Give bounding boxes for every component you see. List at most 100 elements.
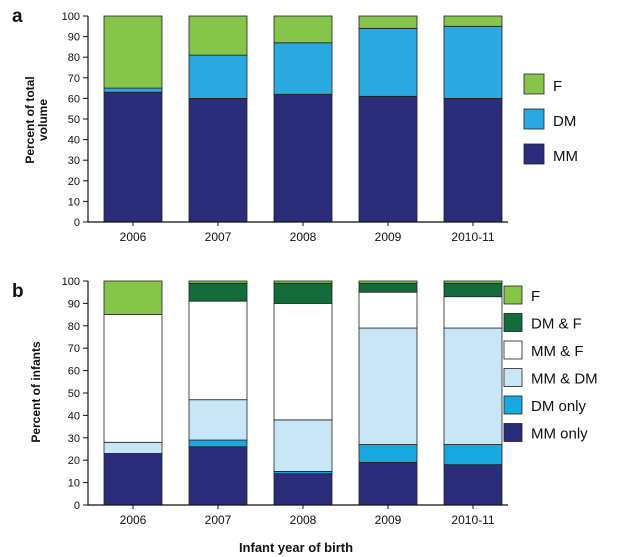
b-bar-dm-only-2007 [188, 439, 248, 448]
b-bar-f-2006 [103, 280, 163, 315]
a-legend-swatch [523, 143, 545, 165]
b-bar-mm-dm-2008 [273, 419, 333, 472]
a-y-axis-label-line: volume [36, 99, 50, 141]
b-bar-dm-only-2009 [358, 444, 418, 463]
b-bar-f-2009 [358, 280, 418, 284]
b-y-tick-label: 40 [68, 410, 80, 422]
b-x-tick-label: 2009 [375, 513, 402, 527]
b-y-tick-label: 100 [62, 276, 80, 288]
b-bar-f-2008 [273, 280, 333, 284]
b-bar-mm-f-2007 [188, 300, 248, 401]
b-bar-f-2007 [188, 280, 248, 284]
b-bar-mm-f-2006 [103, 314, 163, 443]
a-y-tick-label: 30 [68, 155, 80, 167]
a-bar-f-2009 [358, 15, 418, 29]
a-x-tick-label: 2007 [205, 230, 232, 244]
b-y-tick-label: 50 [68, 388, 80, 400]
panel-b-axes [87, 281, 508, 506]
a-bar-mm-2010-11 [443, 98, 503, 223]
a-y-tick-label: 70 [68, 73, 80, 85]
b-x-tick-label: 2006 [120, 513, 147, 527]
x-axis-label: Infant year of birth [239, 540, 353, 555]
a-legend-swatch [523, 73, 545, 95]
a-x-tick-label: 2010-11 [451, 230, 494, 244]
a-bar-mm-2008 [273, 93, 333, 223]
b-bar-mm-f-2009 [358, 291, 418, 329]
panel-a-legend: F DM MM [523, 73, 578, 165]
a-bar-dm-2007 [188, 54, 248, 99]
b-legend-swatch [503, 368, 523, 387]
a-y-tick-label: 100 [62, 11, 80, 23]
b-x-tick-label: 2008 [290, 513, 317, 527]
b-y-tick-label: 30 [68, 433, 80, 445]
b-bar-mm-only-2007 [188, 446, 248, 506]
panel-b-y-axis-label: Percent of infants [29, 341, 43, 443]
a-legend-label: F [553, 78, 562, 95]
a-x-tick-label: 2006 [120, 230, 147, 244]
a-y-tick-label: 50 [68, 114, 80, 126]
b-bar-dm-f-2007 [188, 282, 248, 302]
b-bar-f-2010-11 [443, 280, 503, 284]
b-y-tick-label: 70 [68, 343, 80, 355]
panel-a-axes [87, 16, 508, 223]
b-bar-mm-dm-2006 [103, 441, 163, 454]
b-bar-mm-dm-2007 [188, 399, 248, 441]
b-legend-label: MM only [531, 426, 588, 443]
a-x-tick-label: 2009 [375, 230, 402, 244]
b-legend-swatch [503, 285, 523, 305]
b-bar-mm-only-2008 [273, 473, 333, 506]
b-x-tick-label: 2010-11 [451, 513, 494, 527]
b-bar-dm-f-2008 [273, 282, 333, 304]
b-bar-dm-f-2010-11 [443, 282, 503, 298]
b-legend-swatch [503, 340, 523, 360]
panel-b-bars [103, 280, 503, 506]
b-y-axis-label-line: Percent of infants [29, 341, 43, 443]
panel-a-chart: a Percent of total volume 0 10 20 30 40 50 60 70… [12, 6, 578, 244]
a-bar-mm-2006 [103, 91, 163, 223]
panel-a-y-axis-label: Percent of total volume [23, 76, 50, 163]
b-legend-label: MM & F [531, 343, 584, 360]
a-y-axis-label-line: Percent of total [23, 76, 37, 163]
panel-a-x-ticks: 2006 2007 2008 2009 2010-11 [120, 222, 495, 244]
b-bar-mm-dm-2010-11 [443, 327, 503, 445]
a-bar-dm-2006 [103, 87, 163, 93]
b-y-tick-label: 80 [68, 321, 80, 333]
b-y-tick-label: 90 [68, 298, 80, 310]
a-bar-f-2007 [188, 15, 248, 56]
panel-b-label: b [12, 281, 24, 302]
panel-a-y-ticks: 0 10 20 30 40 50 60 70 80 90 100 [62, 11, 88, 229]
b-x-tick-label: 2007 [205, 513, 232, 527]
b-legend-label: MM & DM [531, 371, 598, 388]
panel-a-bars [103, 15, 503, 223]
a-y-tick-label: 20 [68, 176, 80, 188]
a-legend-label: DM [553, 113, 576, 130]
b-bar-mm-only-2009 [358, 462, 418, 506]
a-bar-mm-2007 [188, 98, 248, 223]
a-legend-label: MM [553, 148, 578, 165]
b-legend-label: F [531, 288, 540, 305]
b-bar-mm-dm-2009 [358, 327, 418, 445]
b-legend-swatch [503, 313, 523, 332]
b-legend-label: DM only [531, 398, 587, 415]
b-bar-mm-only-2006 [103, 453, 163, 506]
b-bar-dm-f-2009 [358, 282, 418, 293]
a-bar-dm-2010-11 [443, 25, 503, 99]
panel-b-chart: b Percent of infants 0 10 20 30 40 50 60 70 80 90… [12, 276, 598, 555]
a-bar-f-2006 [103, 15, 163, 89]
a-y-tick-label: 10 [68, 196, 80, 208]
b-y-tick-label: 20 [68, 455, 80, 467]
panel-b-y-ticks: 0 10 20 30 40 50 60 70 80 90 100 [62, 276, 88, 512]
b-bar-dm-only-2010-11 [443, 444, 503, 466]
a-y-tick-label: 0 [74, 217, 80, 229]
a-bar-dm-2009 [358, 27, 418, 97]
b-legend-swatch [503, 395, 523, 415]
panel-a-label: a [12, 6, 23, 27]
a-y-tick-label: 80 [68, 52, 80, 64]
a-y-tick-label: 40 [68, 135, 80, 147]
b-bar-mm-f-2010-11 [443, 296, 503, 329]
b-y-tick-label: 60 [68, 366, 80, 378]
a-bar-f-2010-11 [443, 15, 503, 27]
a-bar-mm-2009 [358, 95, 418, 223]
a-bar-dm-2008 [273, 42, 333, 95]
a-y-tick-label: 90 [68, 32, 80, 44]
